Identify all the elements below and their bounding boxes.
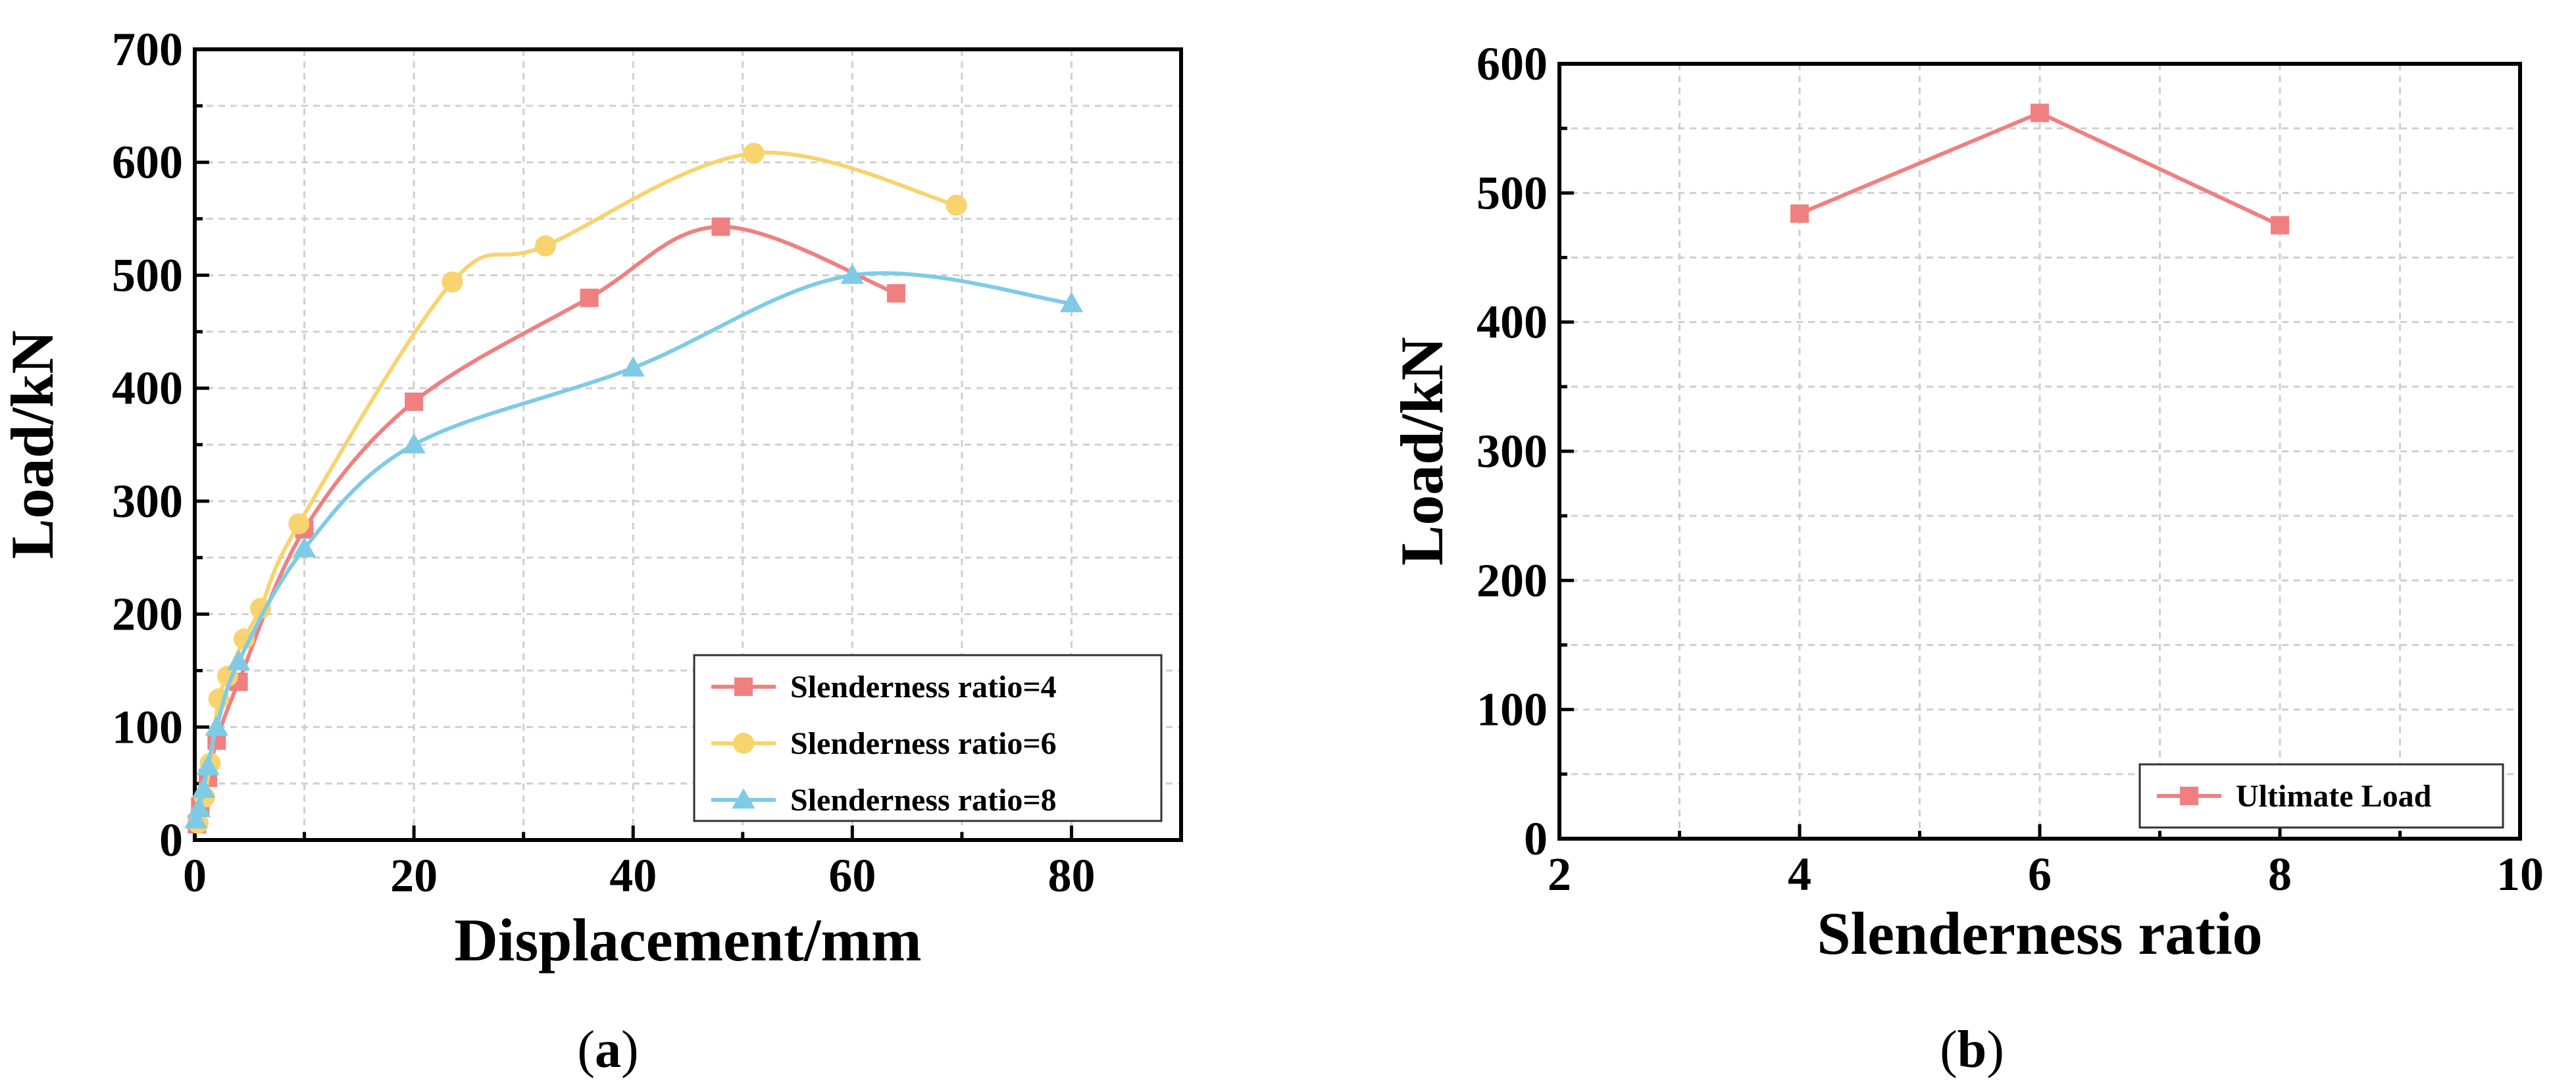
legend-marker — [734, 678, 753, 696]
data-point — [886, 284, 905, 303]
y-axis-title: Load/kN — [1388, 337, 1455, 566]
data-point — [840, 263, 864, 284]
legend-label: Slenderness ratio=8 — [790, 783, 1057, 818]
data-point — [442, 271, 463, 293]
series-3 — [184, 263, 1084, 829]
y-tick-label: 200 — [112, 588, 183, 641]
panel-caption: (b) — [1940, 1021, 2004, 1079]
data-point — [1059, 291, 1084, 312]
data-point — [743, 142, 765, 164]
data-point — [1790, 204, 1809, 223]
data-point — [2271, 216, 2289, 235]
y-tick-label: 0 — [159, 814, 183, 866]
caption-letter: b — [1957, 1021, 1987, 1079]
y-tick-label: 100 — [1477, 683, 1548, 736]
legend-marker — [732, 788, 755, 809]
chart-b-frame — [1557, 62, 2522, 841]
legend: Slenderness ratio=4 Slenderness ratio=6 Sl… — [693, 654, 1163, 822]
y-tick-label: 600 — [1477, 37, 1548, 90]
x-axis-title: Slenderness ratio — [1817, 900, 2262, 967]
caption-close: ) — [1986, 1021, 2004, 1079]
data-point — [946, 194, 967, 216]
y-tick-label: 500 — [112, 249, 183, 301]
data-point — [288, 513, 310, 535]
data-point — [226, 650, 251, 670]
caption-open: ( — [1940, 1021, 1957, 1079]
caption-letter: a — [595, 1021, 621, 1079]
data-point — [249, 597, 271, 619]
series-line — [193, 271, 1072, 820]
y-axis-title: Load/kN — [0, 330, 66, 559]
x-tick-label: 60 — [828, 849, 876, 902]
y-tick-label: 0 — [1524, 812, 1548, 865]
chart-a: 0 20 40 60 80 0 100 200 300 400 500 600 700 Displacem… — [0, 23, 1183, 1079]
data-point — [233, 628, 255, 650]
y-tick-label: 600 — [112, 136, 183, 189]
x-tick-label: 40 — [609, 849, 657, 902]
series-1 — [1790, 103, 2289, 235]
caption-close: ) — [621, 1021, 639, 1079]
legend-label: Ultimate Load — [2236, 779, 2432, 814]
data-point — [2031, 103, 2049, 122]
data-point — [205, 715, 228, 736]
data-point — [184, 808, 208, 829]
x-tick-label: 2 — [1548, 848, 1571, 901]
x-tick-label: 10 — [2496, 848, 2544, 901]
y-tick-label: 700 — [112, 23, 183, 76]
chart-b-grid — [1559, 64, 2520, 839]
caption-open: ( — [577, 1021, 595, 1079]
y-tick-label: 300 — [112, 475, 183, 528]
data-point — [292, 537, 316, 558]
data-point — [405, 392, 424, 411]
data-point — [188, 797, 211, 818]
chart-a-frame — [193, 47, 1183, 842]
x-tick-label: 4 — [1788, 848, 1811, 901]
legend: Ultimate Load — [2138, 763, 2504, 829]
y-tick-label: 100 — [112, 701, 183, 753]
x-tick-label: 6 — [2028, 848, 2052, 901]
legend-marker — [2180, 787, 2198, 805]
y-tick-label: 400 — [112, 362, 183, 414]
y-tick-label: 300 — [1477, 425, 1548, 478]
data-point — [534, 235, 556, 257]
data-point — [621, 356, 645, 377]
data-point — [580, 288, 599, 307]
data-point — [196, 754, 220, 776]
x-tick-label: 80 — [1048, 849, 1095, 902]
x-tick-label: 8 — [2268, 848, 2292, 901]
x-tick-label: 20 — [390, 849, 438, 902]
data-point — [191, 778, 215, 798]
data-point — [402, 433, 426, 454]
y-tick-label: 200 — [1477, 554, 1548, 606]
legend-label: Slenderness ratio=4 — [790, 670, 1057, 705]
y-tick-label: 400 — [1477, 296, 1548, 349]
panel-caption: (a) — [577, 1021, 638, 1079]
legend-box — [693, 654, 1163, 822]
x-axis-title: Displacement/mm — [454, 906, 921, 974]
legend-marker — [733, 733, 754, 754]
y-tick-label: 500 — [1477, 166, 1548, 219]
data-point — [711, 217, 730, 236]
x-tick-label: 0 — [183, 849, 207, 902]
legend-label: Slenderness ratio=6 — [790, 726, 1057, 761]
